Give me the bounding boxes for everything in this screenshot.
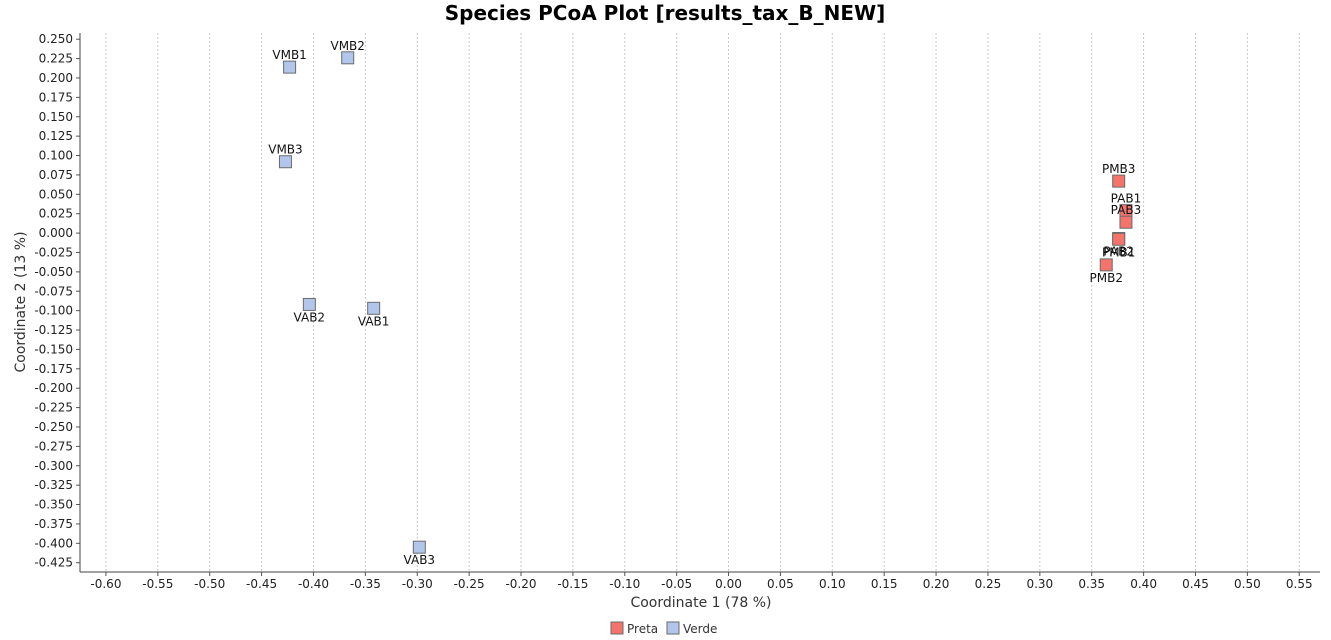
y-tick-label: -0.050 bbox=[34, 265, 73, 279]
legend-swatch-preta bbox=[610, 621, 624, 635]
y-tick-label: -0.300 bbox=[34, 459, 73, 473]
x-tick-label: -0.30 bbox=[402, 577, 433, 591]
y-tick-label: -0.075 bbox=[34, 284, 73, 298]
x-tick-label: 0.15 bbox=[871, 577, 898, 591]
y-tick-label: 0.075 bbox=[39, 168, 73, 182]
data-point-vmb3 bbox=[278, 155, 292, 169]
x-tick-label: 0.20 bbox=[923, 577, 950, 591]
y-tick-label: 0.175 bbox=[39, 90, 73, 104]
data-point-pmb1 bbox=[1112, 232, 1126, 246]
x-tick-label: 0.40 bbox=[1130, 577, 1157, 591]
point-label-pab3: PAB3 bbox=[1111, 203, 1142, 217]
y-tick-label: -0.275 bbox=[34, 439, 73, 453]
y-tick-label: -0.425 bbox=[34, 556, 73, 570]
x-tick-label: 0.30 bbox=[1026, 577, 1053, 591]
x-tick-labels: -0.60 -0.55 -0.50 -0.45 -0.40 -0.35 -0.30 -0.25… bbox=[90, 577, 1312, 591]
x-tick-label: -0.10 bbox=[609, 577, 640, 591]
y-tick-label: 0.125 bbox=[39, 129, 73, 143]
axes bbox=[76, 33, 1320, 576]
data-point-vab2 bbox=[302, 297, 316, 311]
data-point-vab1 bbox=[367, 301, 381, 315]
y-tick-label: -0.375 bbox=[34, 517, 73, 531]
x-tick-label: 0.35 bbox=[1078, 577, 1105, 591]
point-label-pmb1: PMB1 bbox=[1102, 245, 1135, 259]
y-tick-label: 0.250 bbox=[39, 32, 73, 46]
legend-swatch-verde bbox=[666, 621, 680, 635]
legend-label-verde: Verde bbox=[683, 622, 717, 636]
x-tick-label: -0.55 bbox=[142, 577, 173, 591]
y-tick-label: 0.225 bbox=[39, 52, 73, 66]
y-tick-label: 0.150 bbox=[39, 110, 73, 124]
data-point-pmb2 bbox=[1099, 258, 1113, 272]
y-tick-label: 0.025 bbox=[39, 207, 73, 221]
x-tick-label: -0.25 bbox=[454, 577, 485, 591]
y-tick-label: 0.200 bbox=[39, 71, 73, 85]
data-point-vmb1 bbox=[283, 60, 297, 74]
data-point-pmb3 bbox=[1112, 174, 1126, 188]
x-tick-label: 0.25 bbox=[975, 577, 1002, 591]
x-tick-label: 0.50 bbox=[1234, 577, 1261, 591]
data-point-pab3 bbox=[1119, 215, 1133, 229]
y-tick-label: -0.400 bbox=[34, 536, 73, 550]
y-tick-label: -0.200 bbox=[34, 381, 73, 395]
point-label-vab3: VAB3 bbox=[404, 553, 436, 567]
y-axis-label: Coordinate 2 (13 %) bbox=[13, 231, 29, 372]
x-tick-label: -0.50 bbox=[194, 577, 225, 591]
x-tick-label: 0.45 bbox=[1182, 577, 1209, 591]
point-label-pab2: PAB2 bbox=[1103, 245, 1134, 259]
x-tick-label: 0.00 bbox=[715, 577, 742, 591]
point-label-vmb1: VMB1 bbox=[272, 48, 306, 62]
point-label-pab1: PAB1 bbox=[1111, 192, 1142, 206]
y-tick-labels: 0.250 0.225 0.200 0.175 0.150 0.125 0.100 0.075… bbox=[34, 32, 73, 569]
point-label-vmb3: VMB3 bbox=[268, 143, 302, 157]
y-tick-label: -0.100 bbox=[34, 304, 73, 318]
y-tick-label: -0.175 bbox=[34, 362, 73, 376]
y-tick-label: -0.125 bbox=[34, 323, 73, 337]
data-point-vmb2 bbox=[341, 51, 355, 65]
point-label-pmb3: PMB3 bbox=[1102, 162, 1135, 176]
legend: Preta Verde bbox=[610, 621, 717, 636]
y-tick-label: -0.250 bbox=[34, 420, 73, 434]
y-tick-label: -0.025 bbox=[34, 245, 73, 259]
y-tick-label: 0.050 bbox=[39, 187, 73, 201]
x-tick-label: -0.15 bbox=[557, 577, 588, 591]
grid-lines bbox=[105, 33, 1300, 572]
x-tick-label: 0.55 bbox=[1286, 577, 1313, 591]
chart-title: Species PCoA Plot [results_tax_B_NEW] bbox=[445, 1, 886, 25]
y-tick-label: -0.225 bbox=[34, 401, 73, 415]
x-tick-label: -0.05 bbox=[661, 577, 692, 591]
y-tick-label: -0.350 bbox=[34, 498, 73, 512]
x-tick-label: -0.35 bbox=[350, 577, 381, 591]
y-tick-label: -0.150 bbox=[34, 342, 73, 356]
point-label-pmb2: PMB2 bbox=[1090, 271, 1123, 285]
x-tick-label: -0.40 bbox=[298, 577, 329, 591]
y-tick-label: -0.325 bbox=[34, 478, 73, 492]
point-label-vmb2: VMB2 bbox=[330, 39, 364, 53]
data-point-vab3 bbox=[412, 540, 426, 554]
y-tick-label: 0.100 bbox=[39, 149, 73, 163]
point-label-vab2: VAB2 bbox=[294, 310, 326, 324]
x-tick-label: 0.05 bbox=[767, 577, 794, 591]
point-label-vab1: VAB1 bbox=[358, 314, 390, 328]
x-axis-label: Coordinate 1 (78 %) bbox=[630, 595, 771, 611]
x-tick-label: -0.45 bbox=[246, 577, 277, 591]
x-tick-label: 0.10 bbox=[819, 577, 846, 591]
y-tick-label: 0.000 bbox=[39, 226, 73, 240]
x-tick-label: -0.20 bbox=[505, 577, 536, 591]
legend-label-preta: Preta bbox=[627, 622, 658, 636]
x-tick-label: -0.60 bbox=[90, 577, 121, 591]
